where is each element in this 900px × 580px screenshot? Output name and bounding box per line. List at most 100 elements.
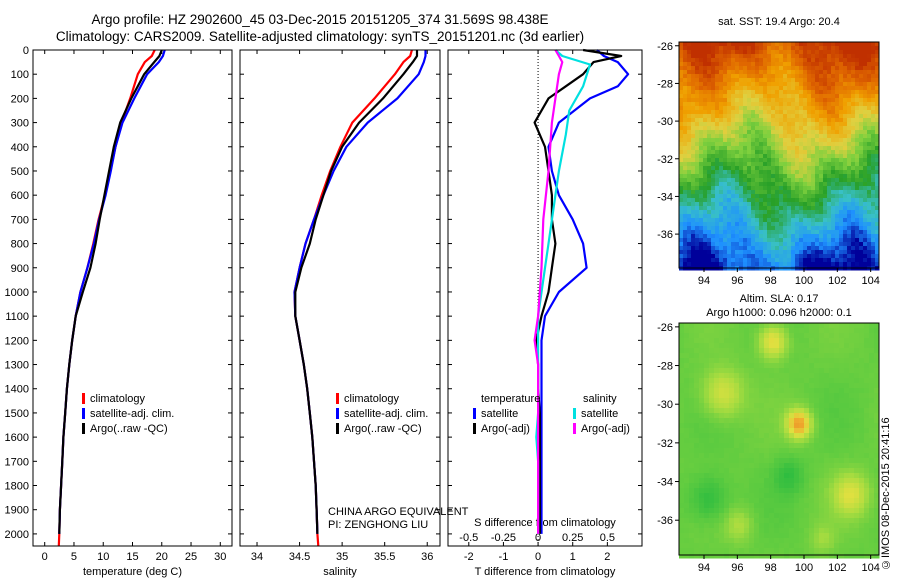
heatmap-cell	[735, 158, 740, 163]
heatmap-cell	[854, 393, 860, 399]
heatmap-cell	[843, 50, 848, 55]
heatmap-cell	[814, 453, 820, 459]
heatmap-cell	[849, 338, 855, 344]
heatmap-cell	[767, 198, 772, 203]
heatmap-cell	[715, 222, 720, 227]
heatmap-cell	[835, 54, 840, 59]
heatmap-cell	[855, 226, 860, 231]
heatmap-cell	[751, 78, 756, 83]
heatmap-cell	[814, 548, 820, 554]
heatmap-cell	[729, 358, 735, 364]
heatmap-cell	[699, 130, 704, 135]
heatmap-cell	[779, 363, 785, 369]
heatmap-cell	[747, 86, 752, 91]
heatmap-cell	[809, 393, 815, 399]
heatmap-cell	[723, 250, 728, 255]
heatmap-cell	[823, 190, 828, 195]
heatmap-cell	[791, 102, 796, 107]
heatmap-cell	[859, 94, 864, 99]
heatmap-cell	[739, 483, 745, 489]
heatmap-cell	[834, 523, 840, 529]
heatmap-cell	[767, 142, 772, 147]
heatmap-cell	[849, 343, 855, 349]
heatmap-cell	[789, 338, 795, 344]
heatmap-cell	[779, 428, 785, 434]
heatmap-cell	[815, 194, 820, 199]
heatmap-cell	[764, 473, 770, 479]
heatmap-cell	[803, 222, 808, 227]
heatmap-cell	[699, 146, 704, 151]
heatmap-cell	[835, 194, 840, 199]
heatmap-cell	[871, 142, 876, 147]
heatmap-cell	[695, 162, 700, 167]
heatmap-cell	[703, 110, 708, 115]
heatmap-cell	[775, 70, 780, 75]
heatmap-cell	[847, 106, 852, 111]
heatmap-cell	[715, 182, 720, 187]
heatmap-cell	[791, 130, 796, 135]
heatmap-cell	[679, 378, 685, 384]
heatmap-cell	[847, 238, 852, 243]
heatmap-cell	[854, 443, 860, 449]
heatmap-cell	[859, 162, 864, 167]
heatmap-cell	[795, 198, 800, 203]
heatmap-cell	[771, 190, 776, 195]
heatmap-cell	[859, 358, 865, 364]
heatmap-cell	[754, 328, 760, 334]
heatmap-cell	[867, 126, 872, 131]
heatmap-cell	[839, 238, 844, 243]
heatmap-cell	[695, 242, 700, 247]
heatmap-cell	[799, 508, 805, 514]
heatmap-cell	[749, 423, 755, 429]
heatmap-cell	[863, 138, 868, 143]
heatmap-cell	[679, 483, 685, 489]
heatmap-cell	[851, 78, 856, 83]
heatmap-cell	[679, 226, 684, 231]
heatmap-cell	[683, 194, 688, 199]
heatmap-cell	[731, 118, 736, 123]
heatmap-cell	[734, 543, 740, 549]
heatmap-cell	[719, 518, 725, 524]
heatmap-cell	[779, 513, 785, 519]
heatmap-cell	[811, 234, 816, 239]
heatmap-cell	[769, 403, 775, 409]
heatmap-cell	[727, 194, 732, 199]
heatmap-cell	[823, 206, 828, 211]
heatmap-cell	[759, 398, 765, 404]
heatmap-cell	[844, 338, 850, 344]
heatmap-cell	[739, 230, 744, 235]
heatmap-cell	[724, 408, 730, 414]
heatmap-cell	[764, 398, 770, 404]
heatmap-cell	[727, 134, 732, 139]
y-tick-label: -32	[657, 154, 673, 166]
heatmap-cell	[859, 142, 864, 147]
heatmap-cell	[743, 154, 748, 159]
heatmap-cell	[804, 383, 810, 389]
heatmap-cell	[703, 210, 708, 215]
heatmap-cell	[749, 388, 755, 394]
heatmap-cell	[704, 508, 710, 514]
heatmap-cell	[775, 134, 780, 139]
heatmap-cell	[864, 538, 870, 544]
heatmap-cell	[683, 130, 688, 135]
heatmap-cell	[731, 186, 736, 191]
heatmap-cell	[823, 186, 828, 191]
heatmap-cell	[809, 323, 815, 329]
heatmap-cell	[707, 58, 712, 63]
heatmap-cell	[795, 118, 800, 123]
heatmap-cell	[807, 198, 812, 203]
heatmap-cell	[875, 258, 880, 263]
heatmap-cell	[791, 126, 796, 131]
heatmap-cell	[687, 42, 692, 47]
heatmap-cell	[771, 54, 776, 59]
heatmap-cell	[729, 338, 735, 344]
heatmap-cell	[694, 333, 700, 339]
heatmap-cell	[734, 383, 740, 389]
heatmap-cell	[784, 363, 790, 369]
heatmap-cell	[809, 478, 815, 484]
heatmap-cell	[747, 82, 752, 87]
heatmap-cell	[749, 518, 755, 524]
heatmap-cell	[683, 214, 688, 219]
heatmap-cell	[859, 533, 865, 539]
heatmap-cell	[763, 110, 768, 115]
